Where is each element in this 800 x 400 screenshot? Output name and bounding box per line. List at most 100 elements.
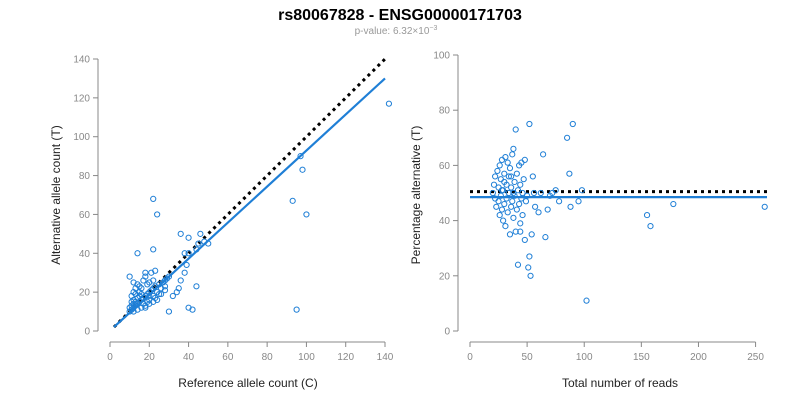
right-data-point [512, 126, 519, 133]
left-data-point [128, 302, 135, 309]
left-data-point [169, 292, 176, 300]
left-data-point [156, 290, 163, 298]
left-data-point [177, 277, 184, 284]
right-data-point [498, 156, 506, 163]
left-data-point [181, 250, 188, 257]
left-data-point [150, 246, 157, 253]
right-data-point [504, 209, 511, 216]
right-data-point [521, 236, 528, 244]
left-panel-scatter: Reference allele count (C) Alternative a… [49, 55, 394, 391]
right-data-point [509, 198, 516, 205]
right-x-tick-label: 200 [690, 352, 707, 363]
left-data-point [195, 240, 202, 247]
right-data-point [521, 156, 528, 163]
left-data-point [126, 273, 133, 280]
left-data-point [165, 308, 173, 315]
right-data-point [511, 192, 518, 199]
left-data-point [152, 267, 159, 274]
left-data-point [385, 100, 393, 107]
left-data-point [138, 285, 145, 292]
right-data-point [492, 173, 499, 180]
right-data-point [509, 151, 516, 158]
left-data-point [289, 197, 296, 204]
right-data-point [511, 178, 518, 186]
right-data-point [497, 176, 504, 183]
left-data-point [177, 230, 184, 237]
left-data-point [150, 277, 157, 284]
right-data-point [526, 253, 533, 260]
left-data-point [197, 230, 204, 237]
left-y-tick-label: 100 [73, 132, 90, 143]
right-data-point [528, 231, 535, 238]
left-data-point [303, 211, 310, 218]
left-fit-line [113, 77, 386, 328]
left-x-tick-label: 20 [144, 352, 156, 363]
chart-title: rs80067828 - ENSG00000171703 [278, 7, 522, 24]
left-data-point [165, 273, 173, 280]
right-data-point [556, 198, 563, 205]
left-data-point [150, 195, 157, 202]
left-x-tick-label: 140 [377, 352, 394, 363]
left-data-point [130, 279, 137, 286]
right-data-point [526, 120, 533, 128]
right-data-point [496, 211, 503, 219]
left-data-point [175, 285, 182, 292]
right-data-point [496, 162, 503, 169]
right-data-point [516, 200, 523, 208]
right-data-point [508, 203, 515, 210]
left-data-point [185, 250, 192, 257]
right-data-point [513, 206, 520, 213]
left-data-point [142, 304, 149, 311]
right-data-point [537, 189, 544, 197]
right-y-tick-label: 0 [444, 327, 450, 338]
right-data-point [670, 200, 677, 208]
right-y-tick-label: 100 [433, 51, 450, 62]
right-data-point [544, 206, 551, 213]
right-data-point [575, 198, 582, 205]
right-data-point [510, 145, 517, 152]
left-data-point [132, 290, 139, 298]
left-data-point [163, 275, 171, 282]
right-data-point [493, 203, 500, 210]
left-x-tick-label: 60 [222, 352, 234, 363]
right-data-point [530, 189, 538, 197]
right-data-point [501, 178, 508, 186]
right-data-point [761, 203, 768, 210]
left-data-point [183, 261, 190, 269]
right-data-point [540, 151, 547, 158]
right-x-tick-label: 250 [747, 352, 764, 363]
right-x-axis-label: Total number of reads [562, 376, 678, 390]
right-data-point [510, 189, 517, 197]
left-x-tick-label: 0 [107, 352, 113, 363]
left-data-point [299, 166, 306, 173]
left-x-tick-label: 40 [183, 352, 195, 363]
left-y-tick-label: 80 [79, 171, 91, 182]
right-data-point [647, 223, 654, 230]
left-data-point [134, 250, 141, 257]
left-data-point [142, 269, 149, 276]
right-y-tick-label: 60 [439, 161, 451, 172]
right-data-point [520, 176, 527, 183]
right-data-point [500, 217, 507, 224]
left-y-axis-label: Alternative allele count (T) [49, 125, 63, 264]
left-data-point [161, 277, 169, 284]
right-data-point [503, 195, 510, 202]
right-y-tick-label: 40 [439, 216, 451, 227]
right-data-point [567, 203, 574, 210]
right-y-tick-label: 80 [439, 106, 451, 117]
right-data-point [508, 184, 515, 191]
right-data-point [497, 192, 504, 199]
left-data-point [130, 300, 137, 307]
right-y-tick-label: 20 [439, 271, 451, 282]
right-x-tick-label: 150 [633, 352, 650, 363]
right-data-point [517, 181, 524, 188]
right-data-point [583, 297, 590, 304]
left-data-point [138, 290, 145, 298]
left-y-tick-label: 20 [79, 288, 91, 299]
right-data-point [525, 264, 532, 271]
right-data-point [517, 220, 524, 227]
left-data-point [126, 304, 133, 311]
right-data-point [532, 203, 539, 210]
right-data-point [529, 173, 536, 180]
